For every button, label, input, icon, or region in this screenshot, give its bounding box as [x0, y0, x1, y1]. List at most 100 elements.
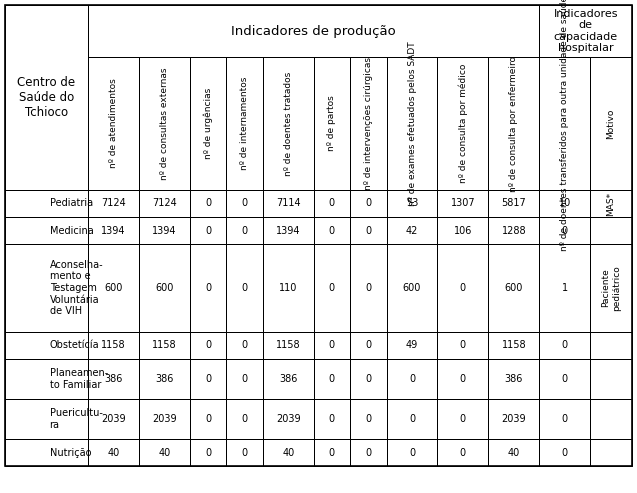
- Text: nº de internamentos: nº de internamentos: [240, 77, 249, 170]
- Text: nº de intervenções cirúrgicas: nº de intervenções cirúrgicas: [364, 57, 373, 190]
- Bar: [350, 57, 387, 190]
- Bar: [5, 190, 88, 217]
- Bar: [489, 190, 540, 217]
- Bar: [489, 359, 540, 399]
- Text: 0: 0: [205, 283, 211, 293]
- Bar: [226, 57, 263, 190]
- Bar: [190, 332, 226, 359]
- Bar: [139, 190, 190, 217]
- Bar: [540, 5, 632, 57]
- Text: 0: 0: [241, 225, 248, 236]
- Text: 49: 49: [406, 341, 418, 351]
- Bar: [190, 244, 226, 332]
- Text: nº de consulta por médico: nº de consulta por médico: [458, 64, 468, 183]
- Text: 0: 0: [329, 199, 335, 209]
- Bar: [387, 359, 438, 399]
- Text: 2039: 2039: [152, 414, 176, 424]
- Bar: [313, 399, 350, 439]
- Text: Motivo: Motivo: [606, 108, 615, 139]
- Bar: [540, 190, 590, 217]
- Bar: [263, 190, 313, 217]
- Text: nº de doentes transferidos para outra unidade de saúde: nº de doentes transferidos para outra un…: [561, 0, 569, 251]
- Text: 386: 386: [155, 374, 174, 384]
- Text: Centro de
Saúde do
Tchioco: Centro de Saúde do Tchioco: [17, 76, 76, 119]
- Bar: [387, 217, 438, 244]
- Bar: [88, 399, 139, 439]
- Text: 0: 0: [365, 341, 371, 351]
- Text: nº de doentes tratados: nº de doentes tratados: [283, 71, 293, 176]
- Bar: [313, 217, 350, 244]
- Bar: [387, 244, 438, 332]
- Bar: [226, 332, 263, 359]
- Text: 0: 0: [205, 225, 211, 236]
- Bar: [263, 217, 313, 244]
- Text: 40: 40: [508, 448, 520, 458]
- Text: 0: 0: [562, 374, 568, 384]
- Text: 0: 0: [241, 448, 248, 458]
- Bar: [139, 244, 190, 332]
- Bar: [313, 439, 350, 466]
- Bar: [190, 217, 226, 244]
- Text: 7114: 7114: [276, 199, 301, 209]
- Text: 600: 600: [505, 283, 523, 293]
- Text: 2039: 2039: [501, 414, 526, 424]
- Text: 0: 0: [562, 414, 568, 424]
- Bar: [489, 57, 540, 190]
- Bar: [540, 332, 590, 359]
- Bar: [88, 244, 139, 332]
- Text: 386: 386: [505, 374, 523, 384]
- Bar: [540, 244, 590, 332]
- Bar: [313, 57, 350, 190]
- Text: 0: 0: [329, 283, 335, 293]
- Text: 1158: 1158: [101, 341, 126, 351]
- Bar: [313, 244, 350, 332]
- Text: nº de consulta por enfermeiro: nº de consulta por enfermeiro: [510, 56, 519, 191]
- Text: 0: 0: [241, 374, 248, 384]
- Text: 1288: 1288: [501, 225, 526, 236]
- Text: 110: 110: [279, 283, 297, 293]
- Text: Pediatria: Pediatria: [50, 199, 92, 209]
- Text: 0: 0: [460, 283, 466, 293]
- Text: 0: 0: [205, 448, 211, 458]
- Bar: [590, 190, 632, 217]
- Text: Indicadores
de
capacidade
hospitalar: Indicadores de capacidade hospitalar: [554, 8, 618, 53]
- Bar: [190, 439, 226, 466]
- Bar: [540, 217, 590, 244]
- Text: Puericultu-
ra: Puericultu- ra: [50, 408, 103, 430]
- Bar: [263, 359, 313, 399]
- Bar: [489, 332, 540, 359]
- Bar: [139, 57, 190, 190]
- Bar: [88, 332, 139, 359]
- Bar: [190, 399, 226, 439]
- Text: 0: 0: [460, 374, 466, 384]
- Bar: [387, 399, 438, 439]
- Bar: [139, 359, 190, 399]
- Text: 1394: 1394: [276, 225, 301, 236]
- Bar: [590, 332, 632, 359]
- Bar: [88, 190, 139, 217]
- Text: 1158: 1158: [501, 341, 526, 351]
- Bar: [540, 359, 590, 399]
- Bar: [489, 439, 540, 466]
- Bar: [590, 57, 632, 190]
- Bar: [313, 332, 350, 359]
- Bar: [88, 57, 139, 190]
- Text: nº de partos: nº de partos: [327, 96, 336, 151]
- Bar: [88, 439, 139, 466]
- Bar: [190, 190, 226, 217]
- Bar: [387, 57, 438, 190]
- Text: 2039: 2039: [101, 414, 126, 424]
- Bar: [139, 439, 190, 466]
- Bar: [5, 332, 88, 359]
- Bar: [540, 399, 590, 439]
- Text: 53: 53: [406, 199, 419, 209]
- Bar: [438, 190, 489, 217]
- Bar: [5, 5, 88, 190]
- Text: 0: 0: [409, 414, 415, 424]
- Bar: [438, 57, 489, 190]
- Text: 0: 0: [460, 414, 466, 424]
- Text: 386: 386: [104, 374, 123, 384]
- Text: 0: 0: [329, 414, 335, 424]
- Bar: [438, 244, 489, 332]
- Text: 0: 0: [205, 414, 211, 424]
